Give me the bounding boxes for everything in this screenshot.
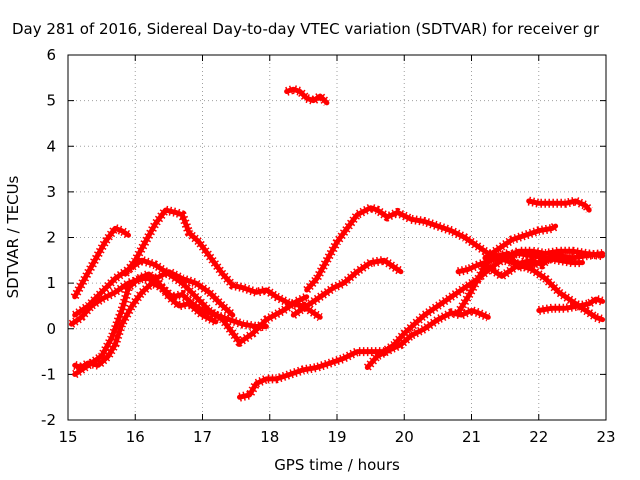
series-9 <box>290 255 404 319</box>
x-tick-label: 16 <box>126 428 145 446</box>
series-points <box>457 249 583 277</box>
y-axis-label: SDTVAR / TECUs <box>4 175 22 298</box>
series-13 <box>479 251 565 281</box>
y-tick-label: 3 <box>46 183 56 201</box>
x-tick-label: 17 <box>193 428 212 446</box>
series-line <box>364 308 491 370</box>
y-tick-label: -1 <box>41 365 56 383</box>
series-10 <box>363 306 491 371</box>
x-tick-label: 19 <box>327 428 346 446</box>
y-tick-label: 4 <box>46 137 56 155</box>
series-1 <box>70 223 132 300</box>
y-tick-label: 5 <box>46 92 56 110</box>
series-line <box>72 257 310 345</box>
series-points <box>68 267 236 328</box>
series-layer <box>68 84 606 402</box>
series-line <box>479 253 565 279</box>
y-tick-label: -2 <box>41 411 56 429</box>
series-5 <box>72 269 219 379</box>
x-tick-label: 20 <box>395 428 414 446</box>
series-17 <box>284 84 331 107</box>
x-tick-label: 22 <box>529 428 548 446</box>
series-2 <box>72 255 310 347</box>
series-15 <box>526 196 593 213</box>
y-tick-label: 1 <box>46 274 56 292</box>
series-points <box>73 278 267 372</box>
series-points <box>121 205 323 322</box>
series-line <box>284 86 330 106</box>
series-points <box>482 222 559 262</box>
series-points <box>363 306 491 371</box>
y-tick-label: 6 <box>46 46 56 64</box>
series-16 <box>536 294 606 315</box>
x-axis-label: GPS time / hours <box>274 456 400 474</box>
series-points <box>303 203 605 324</box>
series-points <box>72 269 218 379</box>
series-6 <box>121 205 323 322</box>
series-line <box>237 248 606 400</box>
x-tick-label: 15 <box>58 428 77 446</box>
series-8 <box>303 203 606 324</box>
series-points <box>70 223 132 299</box>
x-tick-label: 23 <box>596 428 615 446</box>
x-tick-label: 18 <box>260 428 279 446</box>
series-points <box>538 294 605 315</box>
series-7 <box>237 246 606 402</box>
grid-lines <box>68 55 606 420</box>
series-points <box>238 246 604 402</box>
x-tick-label: 21 <box>462 428 481 446</box>
y-tick-label: 0 <box>46 320 56 338</box>
series-points <box>527 196 593 213</box>
series-points <box>290 255 404 319</box>
y-tick-label: 2 <box>46 229 56 247</box>
series-14 <box>482 222 559 262</box>
chart-title: Day 281 of 2016, Sidereal Day-to-day VTE… <box>12 20 600 38</box>
series-12 <box>455 249 585 277</box>
